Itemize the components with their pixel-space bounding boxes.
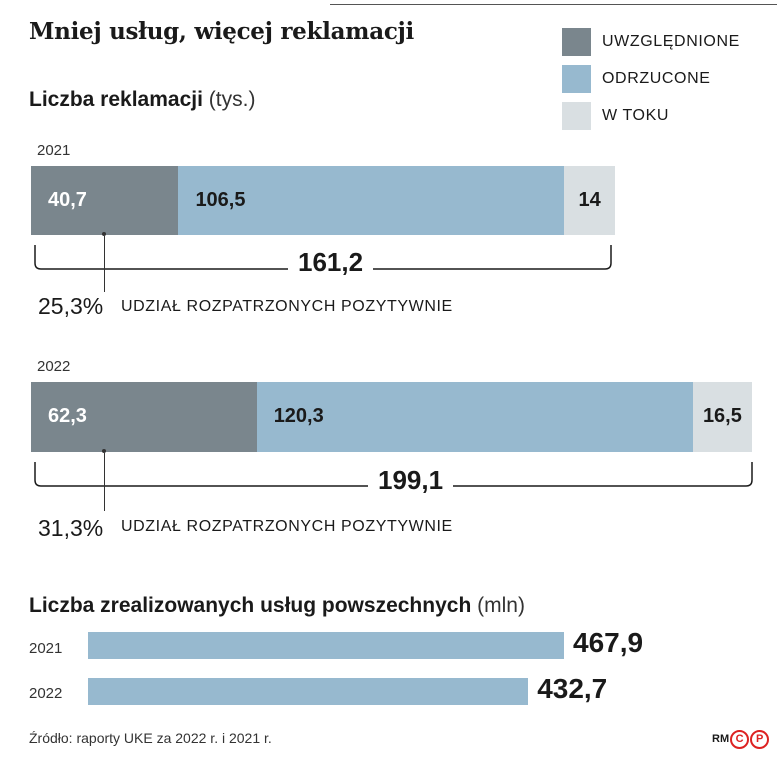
legend-swatch-pending bbox=[562, 102, 591, 130]
pointer-line-2021 bbox=[104, 236, 105, 292]
source-note: Źródło: raporty UKE za 2022 r. i 2021 r. bbox=[29, 730, 272, 746]
legend-swatch-rejected bbox=[562, 65, 591, 93]
bar-segment-rejected-2021 bbox=[178, 166, 565, 235]
complaints-subtitle-bold: Liczba reklamacji bbox=[29, 88, 203, 111]
bar-segment-accepted-2021 bbox=[31, 166, 179, 235]
services-subtitle-bold: Liczba zrealizowanych usług powszechnych bbox=[29, 594, 472, 617]
legend-label-pending: W TOKU bbox=[602, 107, 670, 124]
pointer-dot-2022 bbox=[102, 449, 106, 453]
services-value-2022: 432,7 bbox=[537, 673, 608, 704]
year-label-2021: 2021 bbox=[37, 142, 71, 159]
services-year-2021: 2021 bbox=[29, 640, 63, 657]
stacked-bar-2022: 62,3 120,3 16,5 bbox=[31, 382, 753, 452]
chart-title: Mniej usług, więcej reklamacji bbox=[29, 18, 414, 45]
share-label-2022: UDZIAŁ ROZPATRZONYCH POZYTYWNIE bbox=[121, 518, 453, 535]
share-label-2021: UDZIAŁ ROZPATRZONYCH POZYTYWNIE bbox=[121, 298, 453, 315]
total-value-2021: 161,2 bbox=[288, 247, 374, 278]
bar-label-accepted-2021: 40,7 bbox=[48, 188, 87, 211]
complaints-subtitle-unit: (tys.) bbox=[208, 88, 256, 111]
services-bar-2022 bbox=[88, 678, 529, 705]
publisher-logo: RM C P bbox=[712, 730, 770, 749]
legend-label-accepted: UWZGLĘDNIONE bbox=[602, 33, 740, 50]
legend-label-rejected: ODRZUCONE bbox=[602, 70, 711, 87]
bar-label-pending-2021: 14 bbox=[578, 188, 601, 211]
complaints-subtitle: Liczba reklamacji (tys.) bbox=[29, 88, 255, 112]
bar-segment-pending-2022 bbox=[692, 382, 753, 452]
services-subtitle-unit: (mln) bbox=[477, 594, 525, 617]
services-year-2022: 2022 bbox=[29, 685, 63, 702]
bar-segment-accepted-2022 bbox=[31, 382, 257, 452]
services-bar-2021 bbox=[88, 632, 564, 659]
share-percent-2022: 31,3% bbox=[38, 515, 104, 541]
services-value-2021: 467,9 bbox=[573, 627, 644, 658]
top-rule bbox=[330, 4, 777, 5]
share-percent-2021: 25,3% bbox=[38, 293, 104, 319]
stacked-bar-2021: 40,7 106,5 14 bbox=[31, 166, 615, 235]
services-subtitle: Liczba zrealizowanych usług powszechnych… bbox=[29, 594, 525, 618]
total-value-2022: 199,1 bbox=[368, 465, 454, 496]
pointer-dot-2021 bbox=[102, 232, 106, 236]
bar-segment-pending-2021 bbox=[564, 166, 615, 235]
bar-label-accepted-2022: 62,3 bbox=[48, 405, 87, 427]
bar-label-pending-2022: 16,5 bbox=[702, 405, 742, 427]
legend-swatch-accepted bbox=[562, 28, 591, 56]
year-label-2022: 2022 bbox=[37, 358, 71, 375]
bar-label-rejected-2022: 120,3 bbox=[273, 405, 324, 427]
pointer-line-2022 bbox=[104, 453, 105, 511]
bar-label-rejected-2021: 106,5 bbox=[195, 188, 246, 211]
logo-text: RM bbox=[712, 733, 730, 746]
logo-c-mark: C bbox=[730, 730, 750, 749]
bar-segment-rejected-2022 bbox=[256, 382, 693, 452]
logo-p-mark: P bbox=[750, 730, 770, 749]
